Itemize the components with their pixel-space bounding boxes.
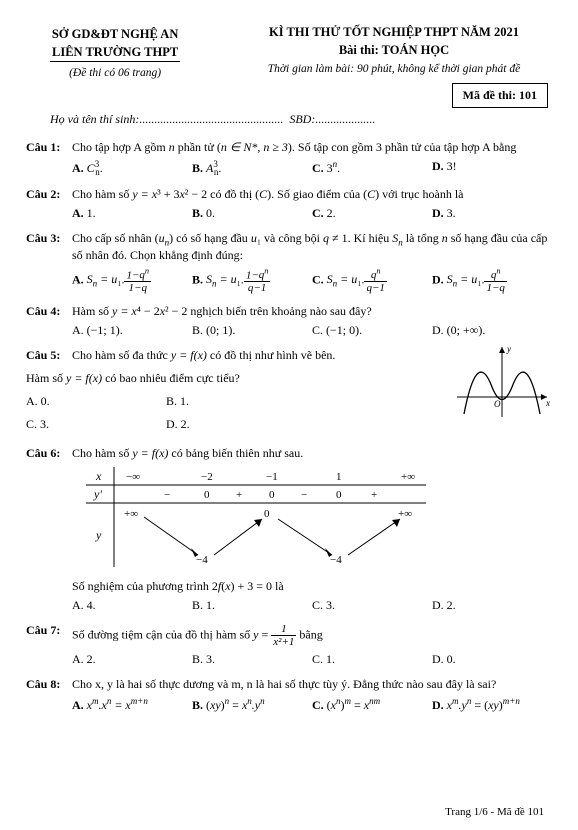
q5-label: Câu 5: [26,348,72,363]
svg-text:0: 0 [264,508,270,520]
svg-text:−2: −2 [201,471,213,483]
svg-text:y: y [95,528,102,542]
svg-text:−4: −4 [196,554,208,566]
svg-text:1: 1 [336,471,342,483]
q4-label: Câu 4: [26,304,72,319]
page-footer: Trang 1/6 - Mã đề 101 [445,806,544,818]
exam-time: Thời gian làm bài: 90 phút, không kể thờ… [240,61,548,77]
svg-text:+: + [236,489,242,501]
q4-body: Hàm số y = x⁴ − 2x² − 2 nghịch biến trên… [72,304,552,319]
question-3: Câu 3: Cho cấp số nhân (un) có số hạng đ… [26,231,552,294]
svg-text:+∞: +∞ [401,471,415,483]
question-4: Câu 4: Hàm số y = x⁴ − 2x² − 2 nghịch bi… [26,304,552,338]
exam-code-box: Mã đề thi: 101 [452,83,548,108]
sbd-label: SBD:.................... [289,112,375,126]
svg-text:−: − [301,489,307,501]
header-right: KÌ THI THỬ TỐT NGHIỆP THPT NĂM 2021 Bài … [240,24,548,108]
svg-text:0: 0 [269,489,275,501]
q2-body: Cho hàm số y = x³ + 3x² − 2 có đồ thị (C… [72,187,552,202]
question-1: Câu 1: Cho tập hợp A gồm n phần tử (n ∈ … [26,140,552,177]
q8-body: Cho x, y là hai số thực dương và m, n là… [72,677,552,692]
svg-text:−∞: −∞ [126,471,140,483]
q3-body: Cho cấp số nhân (un) có số hạng đầu u₁ v… [72,231,552,262]
exam-title2: Bài thi: TOÁN HỌC [240,42,548,60]
q7-body: Số đường tiệm cận của đồ thị hàm số y = … [72,623,552,648]
q1-label: Câu 1: [26,140,72,155]
q1-body: Cho tập hợp A gồm n phần tử (n ∈ N*, n ≥… [72,140,552,155]
svg-text:0: 0 [336,489,342,501]
svg-text:y': y' [93,487,102,501]
q8-label: Câu 8: [26,677,72,692]
q3-label: Câu 3: [26,231,72,262]
svg-text:x: x [95,469,102,483]
svg-text:+∞: +∞ [124,508,138,520]
svg-text:+∞: +∞ [398,508,412,520]
svg-text:x: x [545,398,550,408]
question-6: Câu 6: Cho hàm số y = f(x) có bảng biến … [26,446,552,613]
question-7: Câu 7: Số đường tiệm cận của đồ thị hàm … [26,623,552,667]
question-2: Câu 2: Cho hàm số y = x³ + 3x² − 2 có đồ… [26,187,552,221]
q7-label: Câu 7: [26,623,72,648]
header-left: SỞ GD&ĐT NGHỆ AN LIÊN TRƯỜNG THPT (Đề th… [50,26,180,81]
name-label: Họ và tên thí sinh:.....................… [50,112,283,126]
graph-q5: x y O [452,342,552,422]
exam-title1: KÌ THI THỬ TỐT NGHIỆP THPT NĂM 2021 [240,24,548,42]
q6-body: Cho hàm số y = f(x) có bảng biến thiên n… [72,446,552,461]
question-8: Câu 8: Cho x, y là hai số thực dương và … [26,677,552,713]
page-count-note: (Đề thi có 06 trang) [50,65,180,81]
svg-text:0: 0 [204,489,210,501]
svg-text:+: + [371,489,377,501]
q1-options: A. C3n. B. A3n. C. 3n. D. 3! [72,159,552,177]
svg-text:−4: −4 [330,554,342,566]
svg-text:−1: −1 [266,471,278,483]
dept-line2: LIÊN TRƯỜNG THPT [50,44,180,63]
question-5: Câu 5: Cho hàm số đa thức y = f(x) có đồ… [26,348,552,432]
svg-text:−: − [164,489,170,501]
q2-label: Câu 2: [26,187,72,202]
svg-text:O: O [494,399,501,409]
q6-label: Câu 6: [26,446,72,461]
content-area: Câu 1: Cho tập hợp A gồm n phần tử (n ∈ … [26,140,552,723]
dept-line1: SỞ GD&ĐT NGHỆ AN [50,26,180,44]
variation-table: x −∞ −2 −1 1 +∞ y' − 0 + 0 − 0 + y +∞ 0 … [86,467,552,571]
candidate-line: Họ và tên thí sinh:.....................… [50,112,538,127]
svg-text:y: y [506,344,511,354]
